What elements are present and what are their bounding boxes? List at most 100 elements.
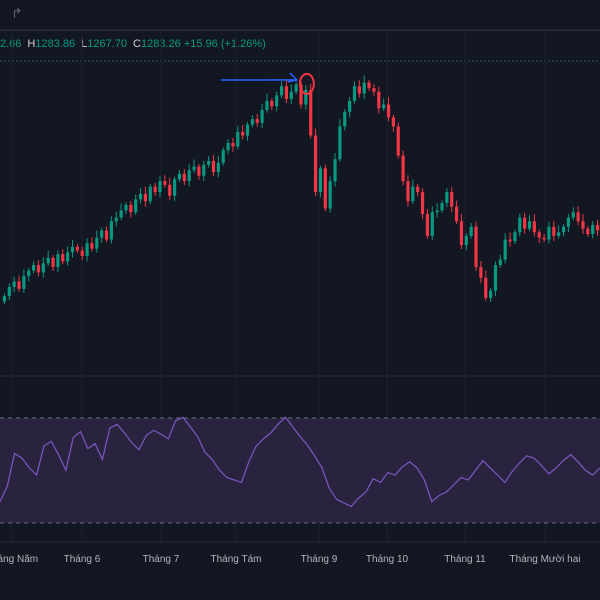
ohlc-high-value: 1283.86	[35, 38, 76, 50]
candle-body	[294, 84, 298, 92]
candle-body	[518, 217, 522, 233]
candle-body	[211, 161, 216, 173]
candle-body	[333, 159, 337, 182]
candle-body	[138, 193, 143, 200]
candle-body	[270, 100, 274, 107]
candle-body	[430, 212, 434, 236]
ohlc-open-partial: 2.66	[0, 38, 22, 50]
candle-body	[391, 117, 395, 127]
redo-icon[interactable]: ↱	[11, 6, 23, 22]
candle-body	[445, 192, 449, 204]
candle-body	[197, 166, 201, 176]
candle-body	[27, 270, 31, 277]
candle-body	[32, 265, 36, 271]
candle-body	[241, 131, 245, 136]
candle-body	[255, 119, 259, 123]
candle-body	[425, 214, 430, 236]
candle-body	[104, 230, 109, 240]
candle-body	[547, 226, 551, 240]
candle-body	[148, 186, 152, 202]
candle-body	[202, 164, 206, 176]
ohlc-low-label: L	[81, 38, 88, 50]
candle-body	[275, 95, 279, 107]
candle-body	[95, 237, 99, 249]
x-tick-label: Tháng 10	[366, 554, 409, 565]
candle-body	[523, 217, 527, 229]
x-tick-label: Tháng 6	[64, 554, 101, 565]
candle-body	[459, 221, 464, 246]
candle-body	[464, 235, 468, 246]
rsi-line	[0, 416, 600, 508]
candle-body	[163, 181, 167, 185]
candle-body	[532, 221, 536, 233]
candle-body	[56, 254, 60, 267]
candle-body	[552, 226, 556, 236]
candle-body	[309, 89, 313, 136]
candle-body	[420, 192, 425, 214]
candle-body	[435, 210, 439, 213]
candle-body	[513, 232, 517, 242]
candle-body	[527, 221, 532, 229]
candle-body	[192, 166, 196, 171]
candle-body	[343, 111, 347, 127]
candle-body	[493, 265, 498, 291]
candle-body	[231, 142, 235, 147]
candle-body	[586, 228, 590, 235]
candle-body	[489, 290, 493, 298]
ohlc-close-label: C	[133, 38, 141, 50]
candle-body	[454, 206, 459, 222]
candle-body	[260, 109, 264, 123]
candle-body	[503, 239, 507, 260]
candle-body	[581, 221, 585, 229]
candle-body	[80, 250, 84, 256]
candle-body	[406, 181, 410, 202]
candle-body	[124, 204, 128, 211]
candle-body	[591, 224, 595, 235]
candle-body	[61, 254, 65, 262]
candle-body	[70, 246, 75, 253]
candle-body	[566, 217, 570, 227]
x-tick-label: Tháng Tám	[211, 554, 262, 565]
candle-body	[12, 281, 16, 287]
x-tick-label: Tháng 11	[444, 554, 486, 565]
candle-body	[348, 100, 352, 112]
candle-body	[571, 212, 575, 218]
ohlc-change: +15.96 (+1.26%)	[183, 38, 266, 50]
candle-body	[542, 237, 546, 240]
candle-body	[508, 239, 512, 242]
candle-body	[479, 266, 483, 278]
candle-body	[153, 186, 157, 193]
candle-body	[411, 186, 415, 202]
candle-body	[357, 86, 361, 94]
candle-body	[187, 170, 191, 182]
candle-body	[114, 217, 118, 222]
ohlc-low-value: 1267.70	[87, 38, 128, 50]
ohlc-high-label: H	[27, 38, 36, 50]
candle-body	[129, 204, 133, 213]
candle-body	[168, 184, 172, 196]
candle-body	[537, 232, 541, 238]
candle-body	[182, 173, 186, 182]
x-tick-label: Tháng 7	[143, 554, 180, 565]
candle-body	[250, 119, 254, 125]
candle-body	[289, 91, 293, 100]
candle-body	[66, 252, 70, 262]
candle-body	[41, 263, 45, 273]
candle-body	[367, 82, 371, 89]
candle-body	[557, 232, 561, 236]
candle-body	[177, 173, 182, 180]
candle-body	[450, 192, 454, 207]
candle-body	[386, 104, 391, 118]
candle-body	[75, 246, 79, 251]
candle-body	[158, 181, 162, 193]
candle-body	[372, 88, 376, 92]
x-tick-label: Tháng Mười hai	[509, 554, 580, 565]
candle-body	[279, 86, 284, 96]
candle-body	[323, 168, 327, 209]
candle-body	[265, 100, 269, 110]
candle-body	[440, 203, 444, 211]
candle-body	[85, 243, 89, 256]
candle-body	[119, 210, 123, 218]
